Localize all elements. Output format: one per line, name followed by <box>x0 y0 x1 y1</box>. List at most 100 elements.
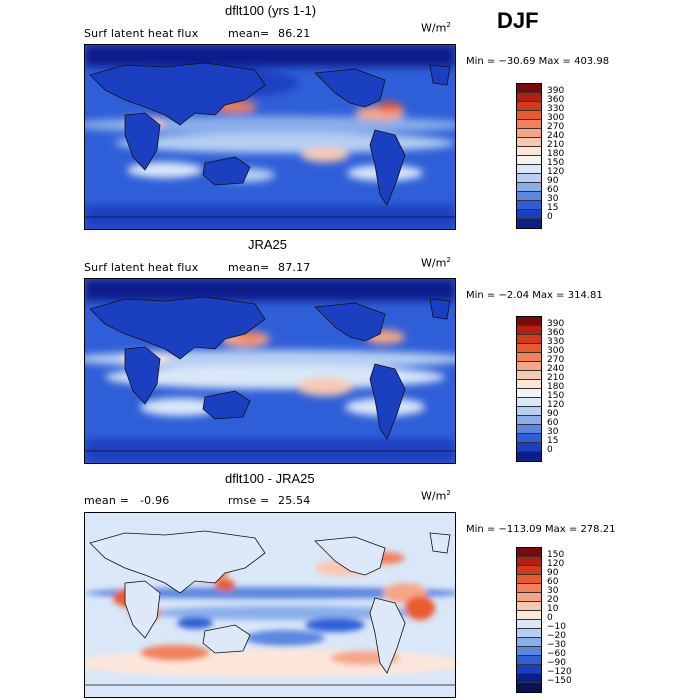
colorbar-tick-label: 150 <box>547 550 565 560</box>
colorbar-tick-label: −60 <box>547 649 566 659</box>
colorbar-tick-label: 30 <box>547 194 559 204</box>
colorbar-swatch <box>517 584 541 593</box>
colorbar-tick-label: 15 <box>547 436 559 446</box>
colorbar-swatch <box>517 557 541 566</box>
colorbar-swatch <box>517 593 541 602</box>
colorbar-swatch <box>517 183 541 192</box>
panel1-minmax: Min = −30.69 Max = 403.98 <box>466 56 610 67</box>
colorbar-tick-label: 30 <box>547 427 559 437</box>
colorbar-tick-label: 150 <box>547 391 565 401</box>
colorbar-tick-label: 360 <box>547 95 565 105</box>
colorbar-swatch <box>517 674 541 683</box>
panel1-title: dflt100 (yrs 1-1) <box>225 3 317 18</box>
colorbar-swatch <box>517 371 541 380</box>
colorbar-tick-label: 210 <box>547 140 565 150</box>
colorbar-tick-label: 300 <box>547 346 565 356</box>
colorbar-swatch <box>517 344 541 353</box>
colorbar-tick-label: 240 <box>547 131 565 141</box>
colorbar-tick-label: 270 <box>547 122 565 132</box>
colorbar-tick-label: 60 <box>547 418 559 428</box>
colorbar-tick-label: 0 <box>547 613 553 623</box>
colorbar-swatch <box>517 452 541 461</box>
colorbar-swatch <box>517 192 541 201</box>
colorbar-swatch <box>517 326 541 335</box>
colorbar-swatch <box>517 389 541 398</box>
colorbar-swatch <box>517 434 541 443</box>
colorbar-tick-label: 240 <box>547 364 565 374</box>
colorbar-swatch <box>517 210 541 219</box>
colorbar-swatch <box>517 398 541 407</box>
colorbar-swatch <box>517 201 541 210</box>
colorbar-swatch <box>517 620 541 629</box>
colorbar-tick-label: 120 <box>547 559 565 569</box>
colorbar-swatch <box>517 156 541 165</box>
panel2-mean-value: 87.17 <box>278 261 311 274</box>
panel1-variable-label: Surf latent heat flux <box>84 27 199 40</box>
colorbar-tick-label: 330 <box>547 104 565 114</box>
colorbar-swatch <box>517 566 541 575</box>
colorbar-swatch <box>517 407 541 416</box>
colorbar-tick-label: 390 <box>547 86 565 96</box>
colorbar-tick-label: −10 <box>547 622 566 632</box>
colorbar-tick-label: 150 <box>547 158 565 168</box>
colorbar-tick-label: 0 <box>547 212 553 222</box>
season-label: DJF <box>497 8 539 33</box>
panel3-title: dflt100 - JRA25 <box>225 471 315 486</box>
colorbar-tick-label: 210 <box>547 373 565 383</box>
panel3-map <box>84 512 456 698</box>
panel1-colorbar <box>516 83 542 229</box>
panel2-mean-label: mean= <box>228 261 270 274</box>
colorbar-tick-label: 10 <box>547 604 559 614</box>
colorbar-swatch <box>517 138 541 147</box>
colorbar-tick-label: 30 <box>547 586 559 596</box>
colorbar-tick-label: 330 <box>547 337 565 347</box>
colorbar-tick-label: 180 <box>547 382 565 392</box>
colorbar-swatch <box>517 611 541 620</box>
colorbar-swatch <box>517 362 541 371</box>
panel2-title: JRA25 <box>248 237 288 252</box>
colorbar-swatch <box>517 380 541 389</box>
colorbar-tick-label: 120 <box>547 167 565 177</box>
colorbar-swatch <box>517 93 541 102</box>
panel2-map <box>84 278 456 464</box>
colorbar-swatch <box>517 317 541 326</box>
colorbar-tick-label: −150 <box>547 676 572 686</box>
panel3-minmax: Min = −113.09 Max = 278.21 <box>466 524 616 535</box>
colorbar-tick-label: 120 <box>547 400 565 410</box>
colorbar-swatch <box>517 656 541 665</box>
colorbar-swatch <box>517 219 541 228</box>
colorbar-tick-label: −30 <box>547 640 566 650</box>
panel3-mean-label: mean = <box>84 494 130 507</box>
colorbar-swatch <box>517 120 541 129</box>
colorbar-swatch <box>517 638 541 647</box>
colorbar-tick-label: 90 <box>547 568 559 578</box>
colorbar-tick-label: 300 <box>547 113 565 123</box>
colorbar-swatch <box>517 353 541 362</box>
panel2-minmax: Min = −2.04 Max = 314.81 <box>466 290 603 301</box>
colorbar-swatch <box>517 443 541 452</box>
colorbar-tick-label: −120 <box>547 667 572 677</box>
colorbar-swatch <box>517 416 541 425</box>
colorbar-swatch <box>517 575 541 584</box>
panel3-rmse-value: 25.54 <box>278 494 311 507</box>
colorbar-swatch <box>517 84 541 93</box>
panel1-mean-value: 86.21 <box>278 27 311 40</box>
panel3-colorbar <box>516 547 542 693</box>
colorbar-tick-label: 90 <box>547 409 559 419</box>
panel2-unit: W/m2 <box>421 256 451 270</box>
colorbar-swatch <box>517 111 541 120</box>
colorbar-swatch <box>517 548 541 557</box>
colorbar-swatch <box>517 335 541 344</box>
colorbar-tick-label: −90 <box>547 658 566 668</box>
colorbar-tick-label: 60 <box>547 185 559 195</box>
colorbar-swatch <box>517 602 541 611</box>
colorbar-tick-label: 390 <box>547 319 565 329</box>
colorbar-tick-label: 90 <box>547 176 559 186</box>
colorbar-swatch <box>517 683 541 692</box>
colorbar-swatch <box>517 165 541 174</box>
colorbar-swatch <box>517 174 541 183</box>
colorbar-swatch <box>517 147 541 156</box>
panel2-colorbar <box>516 316 542 462</box>
panel1-map <box>84 44 456 230</box>
colorbar-swatch <box>517 129 541 138</box>
